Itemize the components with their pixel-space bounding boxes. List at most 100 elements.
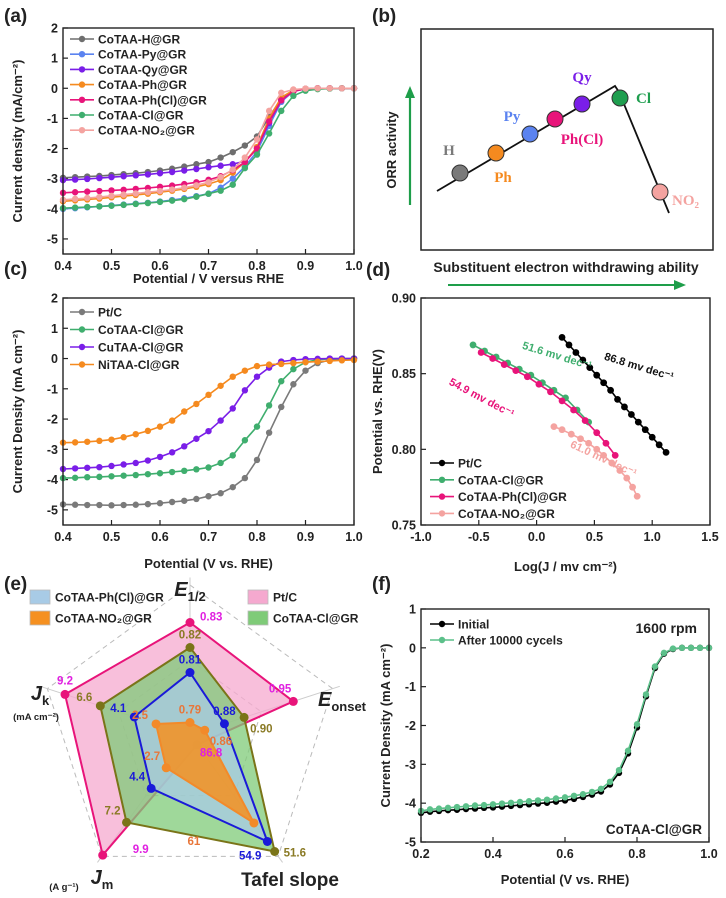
data-point <box>253 456 261 464</box>
panel-label-d: (d) <box>366 260 390 281</box>
radar-point <box>185 668 195 677</box>
data-point <box>516 798 524 806</box>
x-tick-label: 0.5 <box>586 530 603 544</box>
data-point <box>633 492 641 500</box>
x-tick-label: 0.4 <box>54 530 71 544</box>
legend-label: CoTAA-NO₂@GR <box>98 124 195 138</box>
data-point <box>108 473 115 480</box>
series-line <box>420 647 709 814</box>
data-point <box>241 387 249 394</box>
y-tick-label: -2 <box>47 142 58 156</box>
data-point <box>616 467 624 474</box>
data-point <box>96 463 103 471</box>
y-tick-label: 2 <box>51 292 58 306</box>
data-point <box>314 85 321 92</box>
data-point <box>217 459 224 467</box>
y-axis-label: ORR activity <box>384 111 399 189</box>
y-axis-label: Current density (mA/cm⁻²) <box>10 60 25 223</box>
radar-axis-name: Tafel slope <box>241 870 339 891</box>
data-point <box>241 154 249 161</box>
legend-marker <box>78 96 86 104</box>
data-point <box>535 380 543 388</box>
data-point <box>84 203 91 211</box>
data-point <box>181 167 188 174</box>
y-tick-label: -1 <box>47 112 58 126</box>
data-point <box>168 449 176 456</box>
radar-axis-subscript: m <box>102 877 114 892</box>
legend-label: Pt/C <box>458 457 482 471</box>
data-point <box>265 130 273 137</box>
data-point <box>181 408 188 415</box>
data-point <box>567 430 575 438</box>
data-point <box>84 194 91 202</box>
legend-label: CoTAA-Ph(Cl)@GR <box>458 490 567 504</box>
x-tick-label: 0.5 <box>103 259 120 273</box>
data-point <box>96 473 103 481</box>
x-tick-label: 1.0 <box>345 530 362 544</box>
panel-c-lsv-chart: 0.4 0.5 0.6 0.7 0.8 0.9 1.0 2 1 0 -1 -2 -3 -4 -5 Pt/C Co… <box>10 292 363 572</box>
data-point <box>193 161 200 168</box>
x-tick-label: 0.2 <box>412 847 429 861</box>
data-point <box>144 457 152 464</box>
data-point <box>606 778 614 786</box>
data-point <box>205 493 212 500</box>
data-point <box>627 411 635 418</box>
data-point <box>120 201 127 209</box>
data-point <box>241 164 249 172</box>
data-point <box>71 204 79 211</box>
data-point <box>558 333 566 341</box>
radar-point <box>288 696 298 706</box>
radar-value-label: 7.2 <box>105 805 121 817</box>
panel-label-e: (e) <box>4 574 27 595</box>
data-point <box>469 341 477 349</box>
data-point <box>600 451 608 459</box>
data-point <box>326 357 333 365</box>
data-point <box>168 186 176 193</box>
radar-value-label: 2.5 <box>132 710 149 722</box>
panel-label-c: (c) <box>4 259 27 280</box>
data-point <box>634 418 642 426</box>
y-tick-label: -2 <box>405 719 416 733</box>
data-point <box>108 192 115 200</box>
data-point <box>579 356 587 364</box>
series-line <box>561 336 667 453</box>
legend-marker <box>438 476 446 483</box>
legend-marker <box>78 343 86 351</box>
data-point <box>229 483 236 491</box>
substituent-label: Qy <box>572 70 592 86</box>
y-tick-label: -3 <box>47 443 58 457</box>
radar-axis-label: Tafel slope <box>241 870 339 891</box>
data-point <box>687 644 695 652</box>
legend-marker <box>78 51 86 58</box>
legend-label: NiTAA-Cl@GR <box>98 358 180 372</box>
data-point <box>302 85 309 92</box>
data-point <box>193 165 200 173</box>
data-point <box>278 89 285 96</box>
x-tick-label: 0.6 <box>151 259 168 273</box>
radar-axis-subscript: onset <box>331 699 366 714</box>
data-point <box>120 191 127 198</box>
substituent-label: Ph(Cl) <box>561 132 604 148</box>
radar-point <box>185 618 195 627</box>
x-tick-label: 0.5 <box>103 530 120 544</box>
data-point <box>290 359 297 367</box>
data-point <box>108 502 115 509</box>
radar-point <box>95 701 105 711</box>
data-point <box>96 174 103 182</box>
data-point <box>602 439 610 447</box>
data-point <box>621 403 628 411</box>
radar-point <box>219 719 229 729</box>
legend-label: CoTAA-NO₂@GR <box>55 612 152 626</box>
y-tick-label: 0.80 <box>392 443 416 457</box>
substituent-label: NO₂ <box>672 193 700 209</box>
data-point <box>181 184 188 191</box>
data-point <box>253 423 261 430</box>
x-tick-label: 0.8 <box>248 259 265 273</box>
data-point <box>253 145 261 152</box>
x-tick-label: 0.7 <box>200 259 217 273</box>
data-point <box>444 804 452 812</box>
legend-marker <box>78 308 86 316</box>
data-point <box>144 199 152 207</box>
legend-label: CoTAA-Cl@GR <box>98 323 184 337</box>
radar-value-label: 51.6 <box>284 847 306 859</box>
